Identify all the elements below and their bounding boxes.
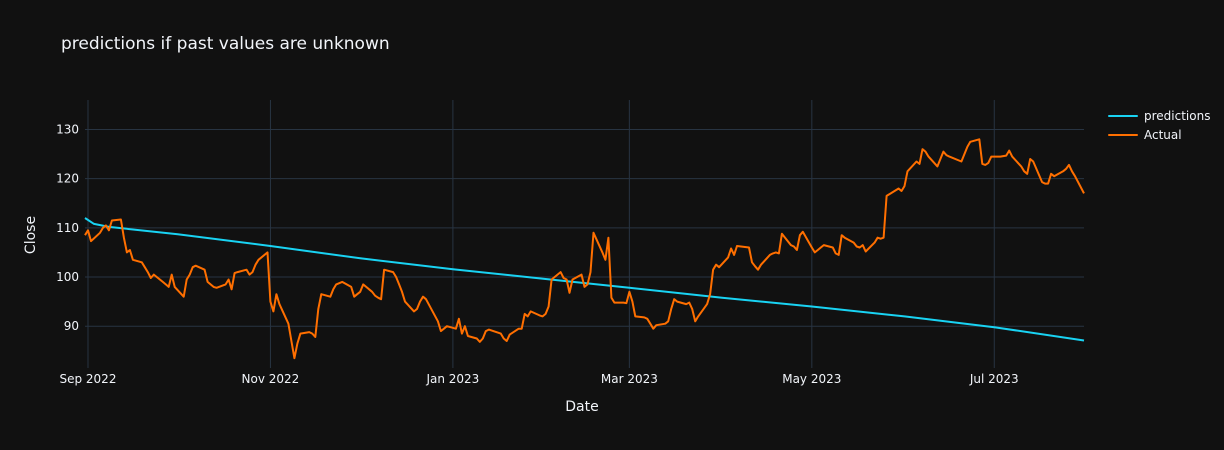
legend[interactable]: predictions Actual xyxy=(1108,106,1210,144)
legend-item-actual[interactable]: Actual xyxy=(1108,125,1210,144)
x-axis-title: Date xyxy=(565,399,598,415)
y-tick-label: 100 xyxy=(56,270,79,284)
x-tick-label: Mar 2023 xyxy=(601,372,658,386)
y-tick-label: 120 xyxy=(56,172,79,186)
x-tick-label: Jan 2023 xyxy=(425,372,479,386)
y-axis-title: Close xyxy=(23,216,39,254)
grid-lines xyxy=(85,100,1084,368)
series-line-actual[interactable] xyxy=(84,138,1085,360)
legend-label-predictions: predictions xyxy=(1144,108,1211,123)
chart-title: predictions if past values are unknown xyxy=(61,34,390,54)
legend-swatch-actual xyxy=(1108,133,1138,136)
y-tick-label: 130 xyxy=(56,123,79,137)
tick-labels: 90 100 110 120 130 Sep 2022 Nov 2022 Jan 2023 Ma… xyxy=(56,123,1019,386)
legend-swatch-predictions xyxy=(1108,114,1138,117)
x-tick-label: Nov 2022 xyxy=(242,372,300,386)
series-line-predictions[interactable] xyxy=(84,217,1085,342)
y-tick-label: 90 xyxy=(64,319,79,333)
series-lines xyxy=(84,138,1085,360)
x-tick-label: Sep 2022 xyxy=(59,372,116,386)
y-tick-label: 110 xyxy=(56,221,79,235)
legend-item-predictions[interactable]: predictions xyxy=(1108,106,1210,125)
legend-label-actual: Actual xyxy=(1144,127,1182,142)
x-tick-label: Jul 2023 xyxy=(969,372,1019,386)
x-tick-label: May 2023 xyxy=(782,372,841,386)
